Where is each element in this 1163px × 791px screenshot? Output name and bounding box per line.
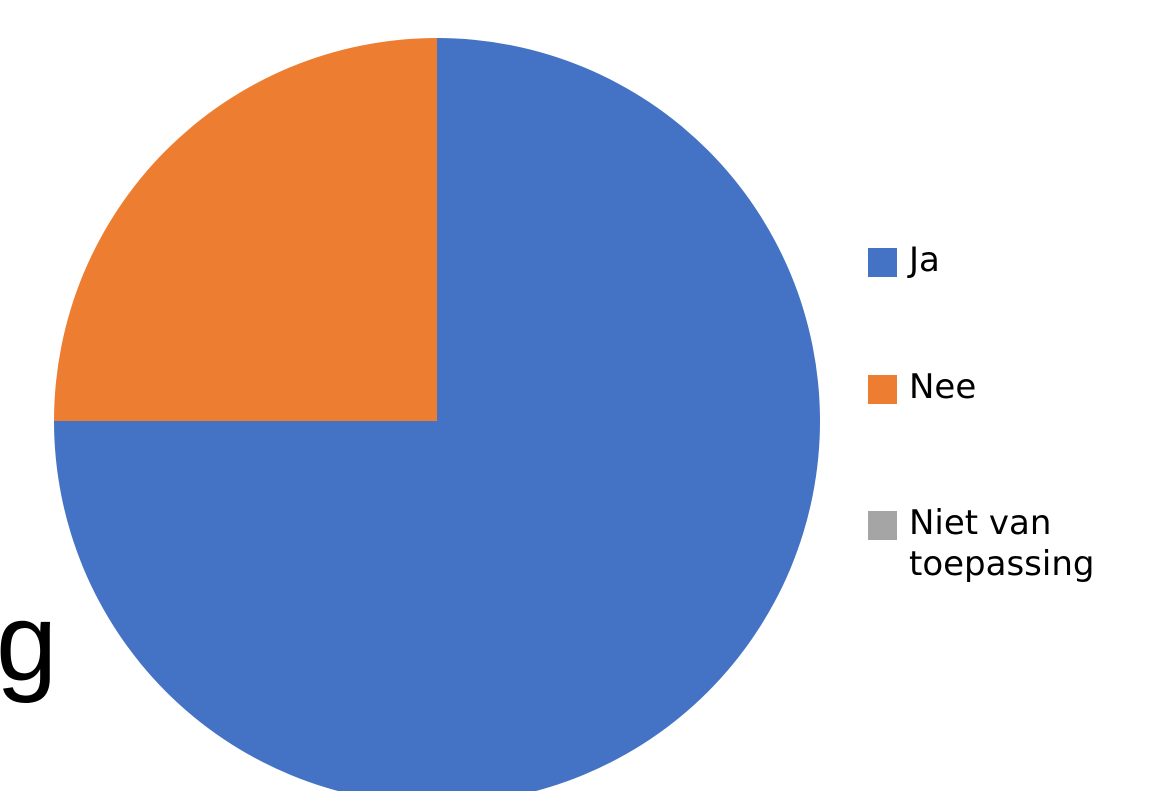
- legend-item-ja: Ja: [868, 240, 1149, 281]
- legend-swatch-nee: [868, 375, 897, 404]
- legend-swatch-ja: [868, 248, 897, 277]
- legend-label-ja: Ja: [909, 240, 940, 280]
- pie-slice-nee: [54, 38, 437, 421]
- partial-background-text: g: [0, 581, 58, 704]
- legend-swatch-niet-van-toepassing: [868, 511, 897, 540]
- legend-label-nee: Nee: [909, 367, 977, 407]
- pie-slices: [54, 38, 820, 791]
- legend-item-niet-van-toepassing: Niet van toepassing: [868, 503, 1149, 585]
- legend-label-niet-van-toepassing: Niet van toepassing: [909, 503, 1095, 584]
- legend-item-nee: Nee: [868, 367, 1149, 408]
